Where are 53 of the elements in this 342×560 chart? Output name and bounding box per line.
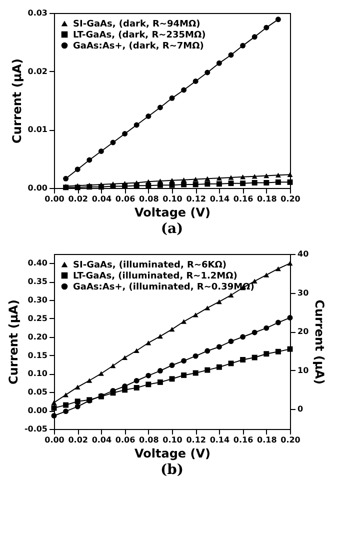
x-tick-label: 0.04	[92, 436, 112, 444]
x-tick-label: 0.12	[186, 194, 206, 204]
y2-tick-label: 20	[298, 327, 310, 336]
legend-label: GaAs:As+, (dark, R~7MΩ)	[73, 42, 204, 52]
text: (a)	[160, 221, 184, 237]
y2-tick-label: 10	[298, 366, 310, 375]
y2-axis-title: Current (μA)	[312, 300, 327, 384]
x-tick-label: 0.16	[233, 436, 254, 444]
x-tick-label: 0.04	[92, 194, 112, 204]
x-tick-label: 0.06	[115, 194, 136, 204]
legend-label: LT-GaAs, (dark, R~235MΩ)	[73, 30, 206, 40]
y-tick-label: 0.02	[28, 66, 48, 76]
y-axis-title: Current (μA)	[10, 58, 24, 144]
x-tick-label: 0.20	[280, 436, 301, 444]
x-tick-label: 0.06	[115, 436, 136, 444]
x-tick-label: 0.18	[257, 194, 278, 204]
x-axis-title: Voltage (V)	[134, 446, 210, 460]
x-tick-label: 0.02	[68, 194, 88, 204]
y-tick-label: 0.35	[28, 277, 48, 286]
x-tick-label: 0.10	[162, 194, 183, 204]
x-tick-label: 0.00	[44, 436, 65, 444]
y-tick-label: 0.01	[28, 125, 48, 134]
x-tick-label: 0.12	[186, 436, 206, 444]
y-tick-label: 0.00	[28, 406, 48, 416]
x-tick-label: 0.10	[162, 436, 183, 444]
x-tick-label: 0.18	[257, 436, 278, 444]
y-tick-label: 0.20	[28, 332, 48, 342]
y-tick-label: 0.00	[28, 184, 48, 192]
y-tick-label: 0.15	[28, 350, 48, 360]
x-tick-label: 0.00	[44, 194, 65, 204]
x-tick-label: 0.14	[210, 436, 230, 444]
text: (b)	[160, 462, 184, 478]
x-tick-label: 0.16	[233, 194, 254, 204]
y-tick-label: 0.25	[28, 314, 48, 323]
y-tick-label: 0.40	[28, 258, 48, 268]
y2-tick-label: 0	[298, 404, 304, 414]
y-tick-label: 0.05	[28, 388, 48, 397]
y2-tick-label: 30	[298, 288, 310, 298]
y2-tick-label: 40	[298, 250, 310, 258]
legend-label: SI-GaAs, (dark, R~94MΩ)	[73, 20, 200, 30]
x-axis-title: Voltage (V)	[134, 206, 210, 220]
y-tick-label: 0.30	[28, 296, 48, 305]
x-tick-label: 0.08	[139, 194, 160, 204]
x-tick-label: 0.02	[68, 436, 88, 444]
y-tick-label: -0.05	[24, 424, 48, 434]
x-tick-label: 0.08	[139, 436, 160, 444]
legend-label: LT-GaAs, (illuminated, R~1.2MΩ)	[73, 272, 238, 282]
x-tick-label: 0.14	[210, 194, 230, 204]
legend-label: SI-GaAs, (illuminated, R~6KΩ)	[73, 260, 226, 270]
y-tick-label: 0.03	[28, 8, 48, 18]
x-tick-label: 0.20	[280, 194, 301, 204]
y-tick-label: 0.10	[28, 369, 48, 378]
y-axis-title: Current (μA)	[6, 300, 20, 384]
